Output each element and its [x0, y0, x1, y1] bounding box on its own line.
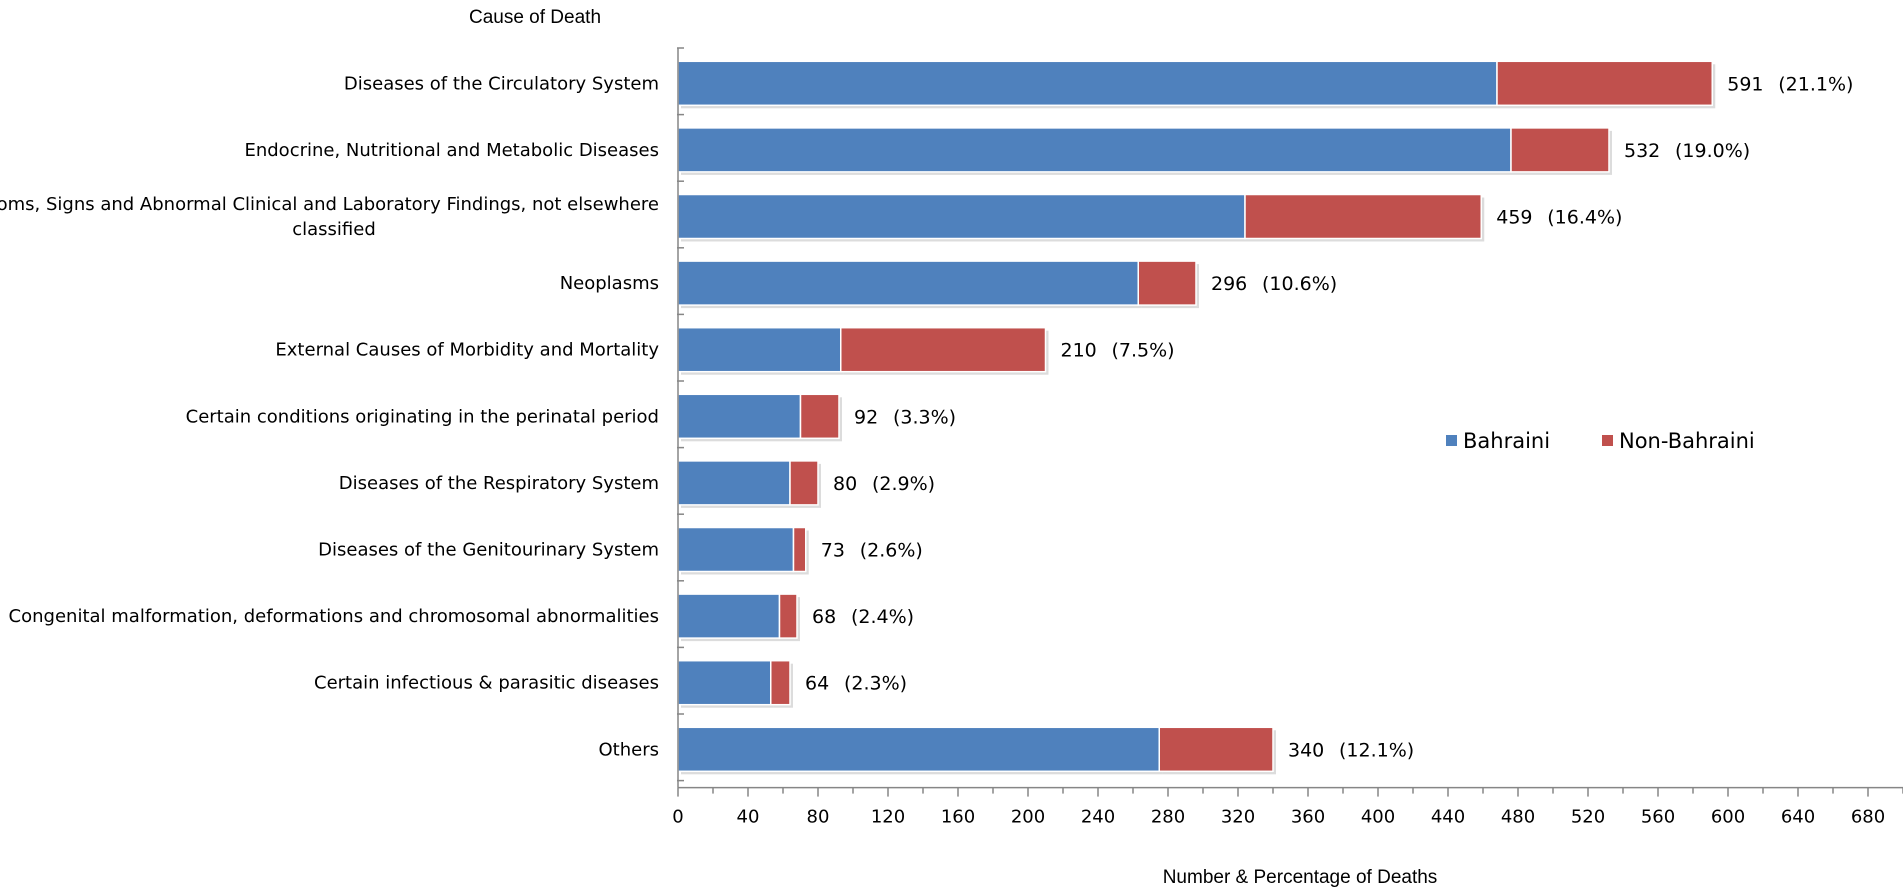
bar-bahraini: [677, 127, 1512, 173]
percent-label: (7.5%): [1112, 340, 1175, 362]
x-tick-label: 440: [1431, 807, 1465, 828]
x-tick-label: 400: [1361, 807, 1395, 828]
total-label: 296: [1211, 273, 1247, 295]
bar-non-bahraini: [1158, 726, 1274, 773]
bar-bahraini: [677, 193, 1246, 240]
percent-label: (2.4%): [851, 606, 914, 628]
percent-label: (21.1%): [1778, 73, 1853, 95]
x-tick-label: 160: [941, 807, 975, 828]
bar-bahraini: [677, 393, 802, 440]
legend-swatch: [1602, 435, 1613, 446]
total-label: 68: [812, 606, 836, 628]
x-tick-label: 80: [807, 807, 830, 828]
x-tick-label: 360: [1291, 807, 1325, 828]
category-label: Certain conditions originating in the pe…: [186, 406, 659, 427]
x-tick-label: 320: [1221, 807, 1255, 828]
category-label: Symptoms, Signs and Abnormal Clinical an…: [0, 194, 659, 240]
legend-label: Non-Bahraini: [1619, 429, 1755, 453]
bar-non-bahraini: [792, 526, 807, 573]
percent-label: (2.6%): [860, 540, 923, 562]
total-label: 340: [1288, 739, 1324, 761]
bar-bahraini: [677, 60, 1498, 107]
category-label: Certain infectious & parasitic diseases: [314, 673, 659, 694]
x-tick-label: 0: [672, 807, 683, 828]
bar-non-bahraini: [1244, 193, 1482, 240]
axes: 0 40 80 120 160 200 240 280 320 360 400 440 480 520 56…: [672, 47, 1903, 828]
x-tick-label: 600: [1711, 807, 1745, 828]
bar-non-bahraini: [1510, 127, 1610, 173]
category-labels: Diseases of the Circulatory System Endocr…: [0, 73, 659, 760]
legend: Bahraini Non-Bahraini: [1446, 429, 1755, 453]
percent-label: (16.4%): [1547, 207, 1622, 229]
x-tick-label: 120: [871, 807, 905, 828]
category-label: Others: [599, 739, 660, 760]
bar-bahraini: [677, 726, 1160, 773]
total-label: 80: [833, 473, 857, 495]
percent-label: (2.3%): [844, 673, 907, 695]
category-label: Congenital malformation, deformations an…: [9, 606, 659, 627]
y-axis-title: Cause of Death: [469, 7, 601, 28]
total-label: 73: [821, 540, 845, 562]
bar-bahraini: [677, 260, 1139, 306]
bar-non-bahraini: [778, 593, 798, 639]
total-label: 532: [1624, 140, 1660, 162]
bar-non-bahraini: [1137, 260, 1197, 306]
category-label: Diseases of the Genitourinary System: [318, 540, 659, 561]
percent-label: (12.1%): [1339, 739, 1414, 761]
x-tick-label: 480: [1501, 807, 1535, 828]
bar-bahraini: [677, 326, 842, 373]
total-label: 591: [1727, 73, 1763, 95]
percent-label: (10.6%): [1262, 273, 1337, 295]
total-label: 92: [854, 406, 878, 428]
legend-label: Bahraini: [1463, 429, 1550, 453]
bar-non-bahraini: [799, 393, 840, 440]
bar-non-bahraini: [770, 659, 791, 706]
bars-group: [677, 60, 1716, 775]
bar-bahraini: [677, 593, 781, 639]
x-tick-label: 240: [1081, 807, 1115, 828]
x-tick-label: 640: [1781, 807, 1815, 828]
category-label: External Causes of Morbidity and Mortali…: [275, 340, 659, 361]
category-label: Diseases of the Circulatory System: [344, 73, 659, 94]
percent-label: (2.9%): [872, 473, 935, 495]
x-tick-label: 560: [1641, 807, 1675, 828]
bar-non-bahraini: [1496, 60, 1713, 107]
bar-non-bahraini: [789, 460, 819, 506]
category-label: Neoplasms: [560, 273, 659, 294]
x-tick-label: 680: [1851, 807, 1885, 828]
total-label: 459: [1496, 207, 1532, 229]
category-label: Endocrine, Nutritional and Metabolic Dis…: [244, 140, 659, 161]
total-label: 210: [1061, 340, 1097, 362]
bar-bahraini: [677, 659, 772, 706]
legend-swatch: [1446, 435, 1457, 446]
x-axis-title: Number & Percentage of Deaths: [1163, 867, 1438, 888]
x-tick-label: 520: [1571, 807, 1605, 828]
x-tick-label: 280: [1151, 807, 1185, 828]
percent-label: (3.3%): [893, 406, 956, 428]
total-label: 64: [805, 673, 829, 695]
x-tick-label: 40: [737, 807, 760, 828]
data-labels: 591 (21.1%) 532 (19.0%) 459 (16.4%) 296 (10.6%)…: [805, 73, 1853, 761]
category-label: Diseases of the Respiratory System: [339, 473, 659, 494]
x-tick-label: 200: [1011, 807, 1045, 828]
bar-bahraini: [677, 526, 795, 573]
bar-bahraini: [677, 460, 791, 506]
bar-non-bahraini: [840, 326, 1047, 373]
percent-label: (19.0%): [1675, 140, 1750, 162]
